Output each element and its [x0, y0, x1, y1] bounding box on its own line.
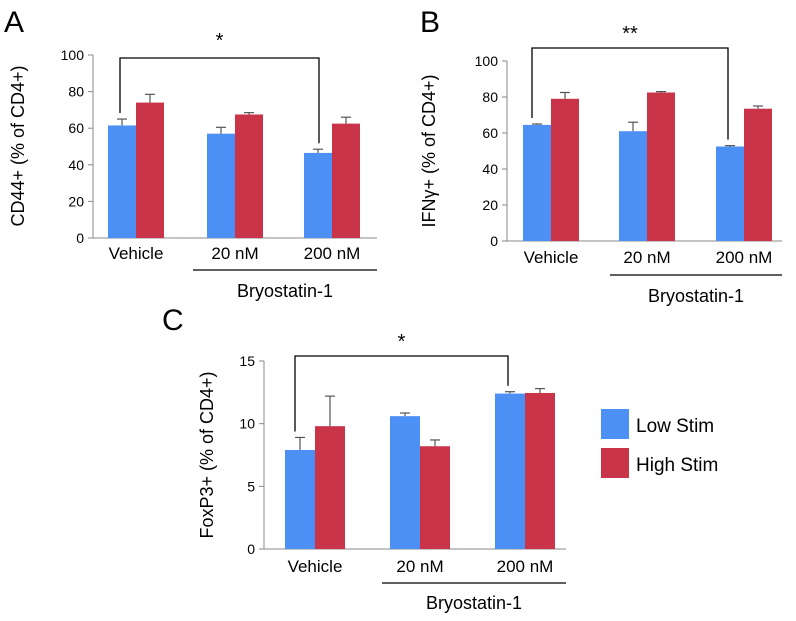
category-label: Vehicle	[288, 557, 343, 576]
chart-a: 0 20 40 60 80 100 Vehicle 20 nM 200 nM Bryostatin…	[8, 30, 377, 301]
category-label: Vehicle	[524, 248, 579, 267]
y-tick-label: 0	[76, 230, 84, 246]
bar-low-stim-0	[523, 124, 551, 241]
legend-swatch-low-stim	[601, 409, 629, 439]
panel-letter-a: A	[4, 6, 24, 39]
category-label: 200 nM	[497, 557, 554, 576]
bar-low-stim-0	[108, 125, 136, 238]
y-tick-label: 20	[482, 197, 498, 213]
bar-high-stim-0	[315, 426, 345, 549]
y-tick-label: 15	[239, 353, 255, 369]
y-tick-label: 80	[482, 89, 498, 105]
category-label: 200 nM	[304, 244, 361, 263]
group-label: Bryostatin-1	[237, 281, 333, 301]
bar-low-stim-1	[207, 133, 235, 238]
legend-swatch-high-stim	[601, 448, 629, 478]
bar-high-stim-0	[551, 98, 579, 241]
bar-high-stim-1	[647, 92, 675, 241]
significance-label: **	[622, 23, 638, 45]
significance-label: *	[216, 30, 224, 52]
bar-low-stim-2	[495, 393, 525, 549]
category-label: 20 nM	[211, 244, 258, 263]
bar-high-stim-2	[525, 392, 555, 549]
bar-low-stim-0	[285, 449, 315, 549]
panel-letter-c: C	[162, 304, 184, 337]
significance-label: *	[398, 331, 406, 353]
significance-bracket	[119, 57, 320, 144]
y-axis-label: FoxP3+ (% of CD4+)	[197, 371, 217, 538]
legend: Low Stim High Stim	[601, 409, 718, 478]
bar-low-stim-2	[716, 146, 744, 241]
bar-low-stim-1	[390, 416, 420, 549]
y-tick-label: 0	[490, 233, 498, 249]
bar-low-stim-1	[619, 131, 647, 241]
y-tick-label: 60	[68, 120, 84, 136]
y-tick-label: 80	[68, 84, 84, 100]
category-label: 20 nM	[623, 248, 670, 267]
y-tick-label: 10	[239, 416, 255, 432]
y-axis-label: CD44+ (% of CD4+)	[8, 65, 28, 226]
group-label: Bryostatin-1	[426, 593, 522, 613]
panel-letter-b: B	[420, 6, 440, 39]
y-tick-label: 0	[247, 541, 255, 557]
bar-high-stim-2	[744, 108, 772, 241]
significance-bracket	[531, 47, 729, 140]
y-axis-label: IFNγ+ (% of CD4+)	[419, 74, 439, 227]
y-tick-label: 40	[482, 161, 498, 177]
y-tick-label: 20	[68, 193, 84, 209]
legend-label-low-stim: Low Stim	[636, 416, 714, 437]
group-label: Bryostatin-1	[648, 286, 744, 306]
y-tick-label: 5	[247, 478, 255, 494]
bar-high-stim-1	[420, 446, 450, 549]
category-label: Vehicle	[109, 244, 164, 263]
bar-high-stim-0	[136, 102, 164, 238]
category-label: 20 nM	[396, 557, 443, 576]
bar-high-stim-1	[235, 114, 263, 238]
y-tick-label: 40	[68, 157, 84, 173]
legend-label-high-stim: High Stim	[636, 455, 718, 476]
bar-high-stim-2	[332, 123, 360, 238]
y-tick-label: 100	[61, 47, 85, 63]
y-tick-label: 60	[482, 125, 498, 141]
category-label: 200 nM	[716, 248, 773, 267]
chart-c: 0 5 10 15 Vehicle 20 nM 200 nM Bryostatin-1 FoxP…	[197, 331, 566, 613]
significance-bracket	[294, 355, 509, 432]
chart-b: 0 20 40 60 80 100 Vehicle 20 nM 200 nM Bryostatin…	[419, 23, 782, 306]
y-tick-label: 100	[475, 53, 499, 69]
bar-low-stim-2	[304, 152, 332, 238]
